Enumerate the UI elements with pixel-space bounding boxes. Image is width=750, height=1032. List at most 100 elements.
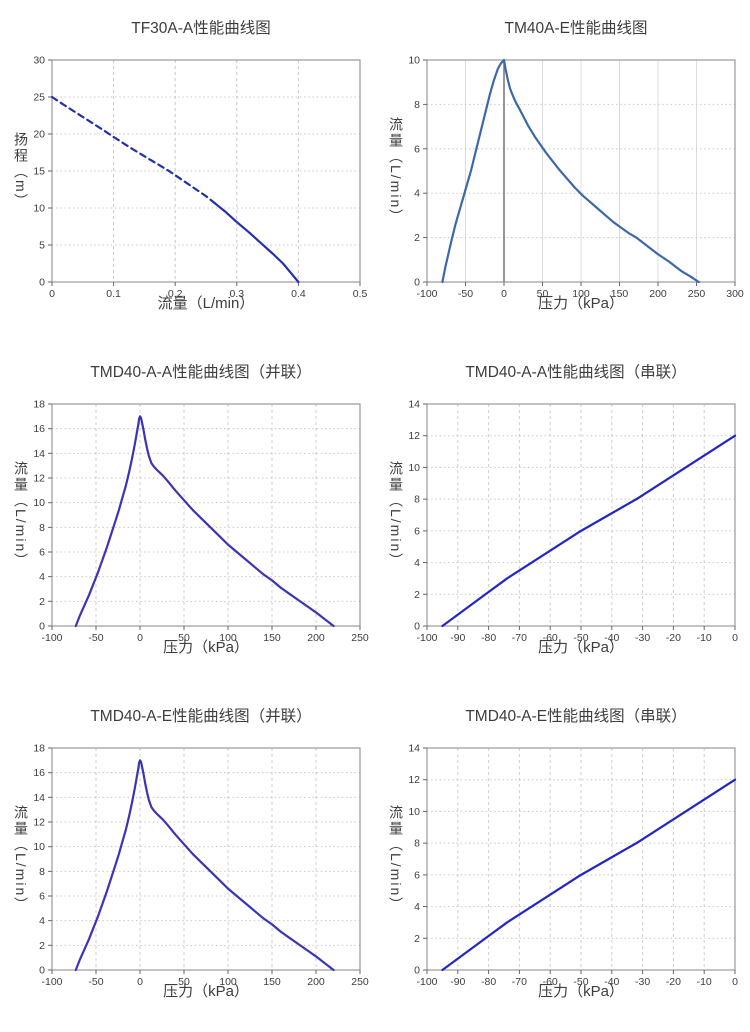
y-tick-label: 14	[408, 743, 420, 755]
plot-border	[51, 403, 361, 627]
x-tick-label: 0.5	[353, 288, 368, 300]
y-tick-label: 16	[33, 767, 45, 779]
plot-area: -100 -90 -80 -70 -60 -50 -40 -30 -20 -10 002468101…	[408, 743, 738, 989]
x-tick-label: -100	[416, 632, 437, 644]
y-tick-label: 30	[33, 55, 45, 67]
x-tick-label: 150	[263, 632, 281, 644]
x-tick-label: -40	[604, 976, 619, 988]
plot-area: 0 0.1 0.2 0.3 0.4 0.5 0 5 10 15 20 25 30	[33, 55, 368, 301]
x-axis-label: 压力（kPa）	[163, 639, 249, 656]
x-tick-label: -60	[543, 976, 558, 988]
x-tick-label: 0.3	[229, 288, 244, 300]
y-tick-label: 2	[39, 596, 45, 608]
performance-curve	[50, 95, 217, 205]
x-tick-label: -70	[512, 976, 527, 988]
x-tick-label: -30	[635, 632, 650, 644]
y-tick-label: 16	[33, 423, 45, 435]
performance-curve	[441, 434, 737, 628]
x-tick-label: 0.1	[106, 288, 121, 300]
chart-card-tm40a-e: TM40A-E性能曲线图 流量（L/min） -100 -50 0 50 100 150 2…	[375, 0, 750, 344]
y-tick-label: 4	[414, 901, 420, 913]
y-tick-label: 0	[39, 621, 45, 633]
y-tick-label: 8	[414, 494, 420, 506]
chart-card-tmd40-a-a-parallel: TMD40-A-A性能曲线图（并联） 流量（L/min） -100 -50 0 50 1…	[0, 344, 375, 688]
x-tick-label: -10	[697, 976, 712, 988]
x-tick-label: -50	[573, 632, 588, 644]
y-tick-label: 2	[39, 940, 45, 952]
plot-area: -100 -50 0 50 100 150 200 250 300 0 2 4 6 8 10	[408, 55, 744, 301]
x-axis-label: 压力（kPa）	[538, 983, 624, 1000]
chart-title: TMD40-A-A性能曲线图（串联）	[465, 364, 687, 381]
x-tick-label: 200	[307, 632, 325, 644]
y-tick-label: 10	[408, 55, 420, 67]
y-tick-label: 12	[408, 430, 420, 442]
y-tick-label: 0	[414, 621, 420, 633]
y-axis-label: 流量（L/min）	[13, 460, 29, 570]
y-tick-label: 2	[414, 933, 420, 945]
y-tick-label: 14	[408, 399, 420, 411]
y-tick-label: 18	[33, 399, 45, 411]
y-tick-label: 6	[39, 547, 45, 559]
plot-border	[51, 747, 361, 971]
performance-curve	[214, 202, 300, 284]
x-tick-label: 0	[137, 976, 143, 988]
y-tick-label: 14	[33, 792, 45, 804]
y-tick-label: 4	[414, 188, 420, 200]
y-tick-label: 2	[414, 589, 420, 601]
x-tick-label: -100	[416, 288, 437, 300]
x-tick-label: 150	[611, 288, 629, 300]
y-tick-label: 18	[33, 743, 45, 755]
x-tick-label: -90	[450, 976, 465, 988]
y-tick-label: 8	[414, 99, 420, 111]
x-tick-label: -100	[416, 976, 437, 988]
x-tick-label: 300	[726, 288, 744, 300]
y-axis-label: 流量（L/min）	[388, 804, 404, 914]
y-tick-label: 6	[414, 869, 420, 881]
x-tick-label: 250	[351, 976, 369, 988]
performance-curve	[441, 778, 737, 972]
performance-curve	[74, 759, 335, 972]
x-tick-label: 0	[732, 976, 738, 988]
x-tick-label: 200	[649, 288, 667, 300]
x-tick-label: -100	[41, 976, 62, 988]
x-axis-label: 流量（L/min）	[157, 295, 255, 312]
y-tick-label: 10	[33, 203, 45, 215]
y-tick-label: 0	[39, 965, 45, 977]
chart-card-tf30a-a: TF30A-A性能曲线图 扬程（m） 0 0.1 0.2 0.3 0.4 0.5 0 5 10 1…	[0, 0, 375, 344]
x-tick-label: -50	[573, 976, 588, 988]
x-tick-label: 100	[572, 288, 590, 300]
y-tick-label: 6	[39, 891, 45, 903]
y-tick-label: 8	[39, 866, 45, 878]
y-tick-label: 12	[33, 473, 45, 485]
x-tick-label: 0	[137, 632, 143, 644]
y-tick-label: 15	[33, 166, 45, 178]
chart-card-tmd40-a-e-series: TMD40-A-E性能曲线图（串联） 流量（L/min） -100 -90 -80-…	[375, 688, 750, 1032]
x-axis-label: 压力（kPa）	[538, 639, 624, 656]
x-tick-label: -10	[697, 632, 712, 644]
plot-area: -100 -50 0 50 100 150 200 250 0 2 4 6 8 10 12 14 16 18	[33, 399, 369, 645]
y-axis-label: 扬程（m）	[13, 132, 29, 210]
x-tick-label: 0	[732, 632, 738, 644]
x-tick-label: -70	[512, 632, 527, 644]
y-tick-label: 4	[39, 571, 45, 583]
y-tick-label: 2	[414, 232, 420, 244]
x-tick-label: -90	[450, 632, 465, 644]
x-tick-label: -40	[604, 632, 619, 644]
x-tick-label: 0	[501, 288, 507, 300]
y-tick-label: 10	[33, 841, 45, 853]
x-tick-label: 50	[178, 976, 190, 988]
x-tick-label: 50	[537, 288, 549, 300]
y-tick-label: 12	[408, 774, 420, 786]
x-tick-label: -20	[666, 976, 681, 988]
y-tick-label: 25	[33, 92, 45, 104]
y-tick-label: 12	[33, 817, 45, 829]
y-tick-label: 10	[408, 806, 420, 818]
y-tick-label: 5	[39, 240, 45, 252]
x-tick-label: 200	[307, 976, 325, 988]
x-tick-label: -50	[88, 632, 103, 644]
chart-card-tmd40-a-a-series: TMD40-A-A性能曲线图（串联） 流量（L/min） -100 -90 -80-…	[375, 344, 750, 688]
y-axis-label: 流量（L/min）	[388, 460, 404, 570]
y-tick-label: 8	[39, 522, 45, 534]
y-tick-label: 14	[33, 448, 45, 460]
